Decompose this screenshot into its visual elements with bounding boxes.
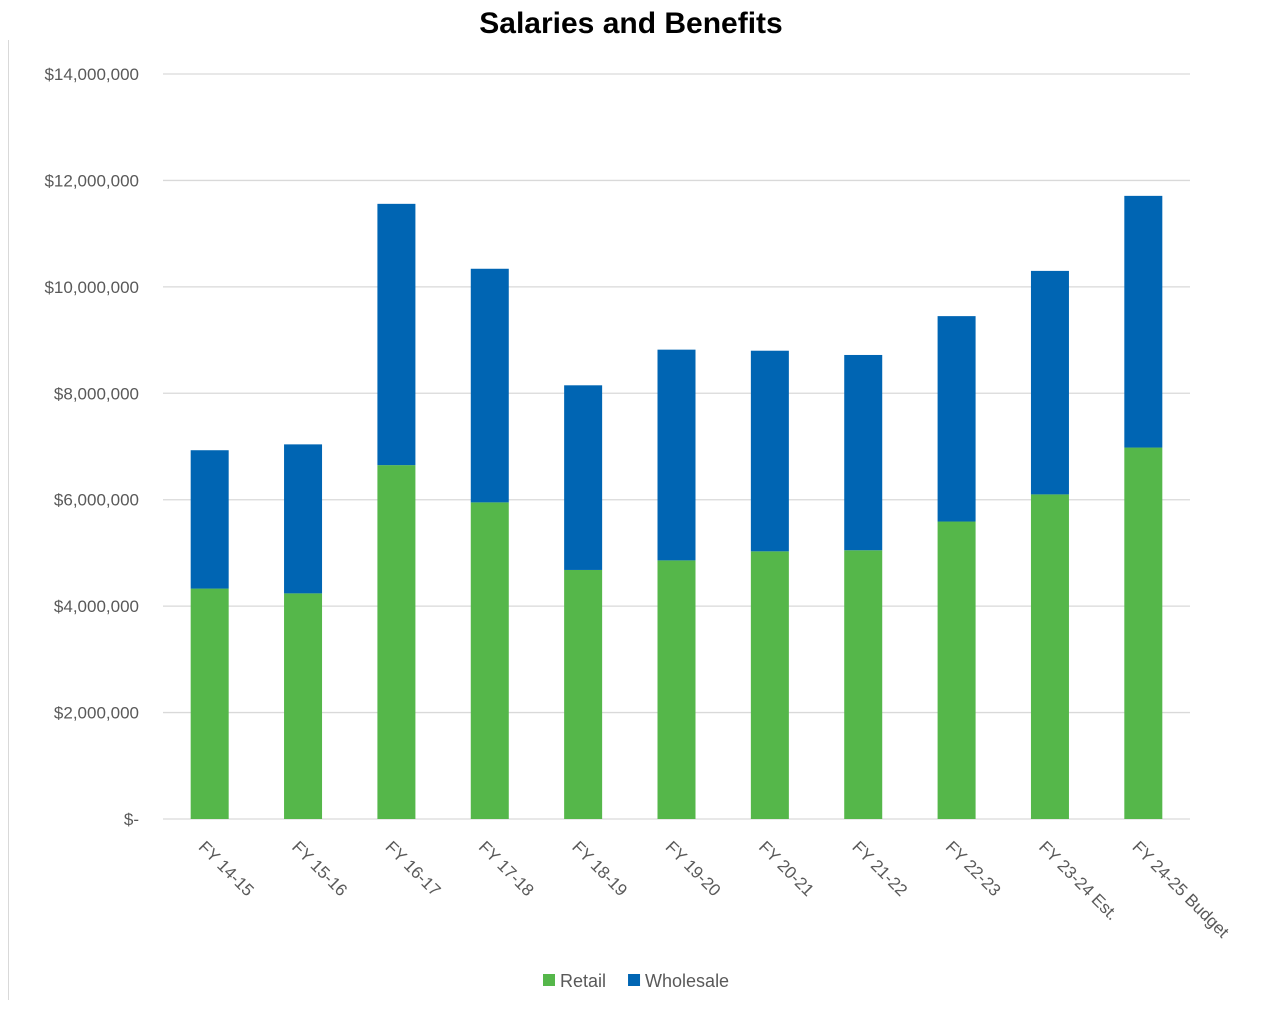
bar-wholesale-fy-24-25-budget [1124,195,1163,448]
bars [190,195,1163,819]
y-tick-label: $12,000,000 [44,171,139,190]
bar-wholesale-fy-17-18 [470,268,509,503]
legend-label-wholesale: Wholesale [645,971,729,991]
x-tick-label: FY 14-15 [195,837,258,900]
y-axis-ticks: $- $2,000,000 $4,000,000 $6,000,000 $8,000,0… [44,65,139,829]
x-tick-label: FY 23-24 Est. [1035,837,1122,924]
bar-retail-fy-23-24-est [1030,494,1069,819]
y-tick-label: $8,000,000 [54,384,139,403]
bar-wholesale-fy-19-20 [657,349,696,561]
bar-retail-fy-20-21 [750,551,789,819]
x-tick-label: FY 15-16 [288,837,351,900]
bar-wholesale-fy-21-22 [844,354,883,551]
bar-wholesale-fy-18-19 [564,385,603,570]
bar-retail-fy-19-20 [657,560,696,819]
x-tick-label: FY 18-19 [568,837,631,900]
bar-wholesale-fy-15-16 [284,444,323,594]
bar-retail-fy-14-15 [190,588,229,819]
y-tick-label: $14,000,000 [44,65,139,84]
bar-retail-fy-18-19 [564,569,603,819]
y-tick-label: $- [124,810,139,829]
bar-retail-fy-24-25-budget [1124,447,1163,819]
x-tick-label: FY 21-22 [848,837,911,900]
x-tick-label: FY 22-23 [942,837,1005,900]
legend: Retail Wholesale [543,971,729,991]
bar-retail-fy-22-23 [937,521,976,819]
bar-wholesale-fy-16-17 [377,203,416,466]
y-tick-label: $10,000,000 [44,278,139,297]
chart-title: Salaries and Benefits [479,7,782,40]
bar-wholesale-fy-23-24-est [1030,270,1069,495]
bar-retail-fy-15-16 [284,593,323,819]
y-tick-label: $6,000,000 [54,491,139,510]
y-tick-label: $2,000,000 [54,704,139,723]
legend-swatch-retail [543,974,555,986]
legend-label-retail: Retail [560,971,606,991]
x-tick-label: FY 17-18 [475,837,538,900]
bar-retail-fy-21-22 [844,550,883,819]
legend-swatch-wholesale [628,974,641,986]
left-border-line [8,40,9,1000]
y-tick-label: $4,000,000 [54,597,139,616]
bar-retail-fy-16-17 [377,465,416,819]
bar-wholesale-fy-14-15 [190,450,229,589]
bar-retail-fy-17-18 [470,502,509,819]
x-tick-label: FY 24-25 Budget [1128,837,1232,941]
x-axis-ticks: FY 14-15 FY 15-16 FY 16-17 FY 17-18 FY 18-19… [195,837,1233,941]
bar-wholesale-fy-22-23 [937,316,976,522]
x-tick-label: FY 16-17 [382,837,445,900]
x-tick-label: FY 19-20 [662,837,725,900]
x-tick-label: FY 20-21 [755,837,818,900]
bar-wholesale-fy-20-21 [750,350,789,552]
